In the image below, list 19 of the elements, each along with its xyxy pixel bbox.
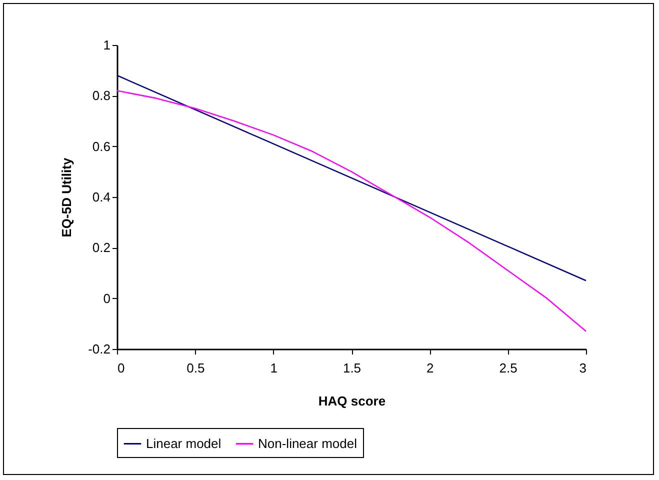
y-tick-label: 0.2 xyxy=(92,240,110,256)
y-axis-title: EQ-5D Utility xyxy=(59,157,74,238)
x-tick-label: 1.5 xyxy=(342,360,362,376)
line-series xyxy=(116,90,587,332)
legend-label: Non-linear model xyxy=(258,436,358,451)
x-tick-label: 2 xyxy=(426,360,434,376)
y-tick-label: 1 xyxy=(103,38,110,52)
x-axis-title: HAQ score xyxy=(318,394,386,408)
y-tick-label: 0 xyxy=(103,290,110,306)
y-tick-label: 0.6 xyxy=(92,138,110,154)
x-tick-label: 1 xyxy=(270,360,278,376)
legend-label: Linear model xyxy=(146,436,222,451)
y-tick-label: 0.8 xyxy=(92,88,110,104)
x-tick-label: 2.5 xyxy=(499,360,518,376)
x-tick-label: 0.5 xyxy=(186,360,205,376)
x-tick-label: 0 xyxy=(118,360,125,376)
x-tick-label: 3 xyxy=(579,360,586,376)
y-tick-label: 0.4 xyxy=(92,190,110,204)
y-tick-label: -0.2 xyxy=(88,342,110,356)
